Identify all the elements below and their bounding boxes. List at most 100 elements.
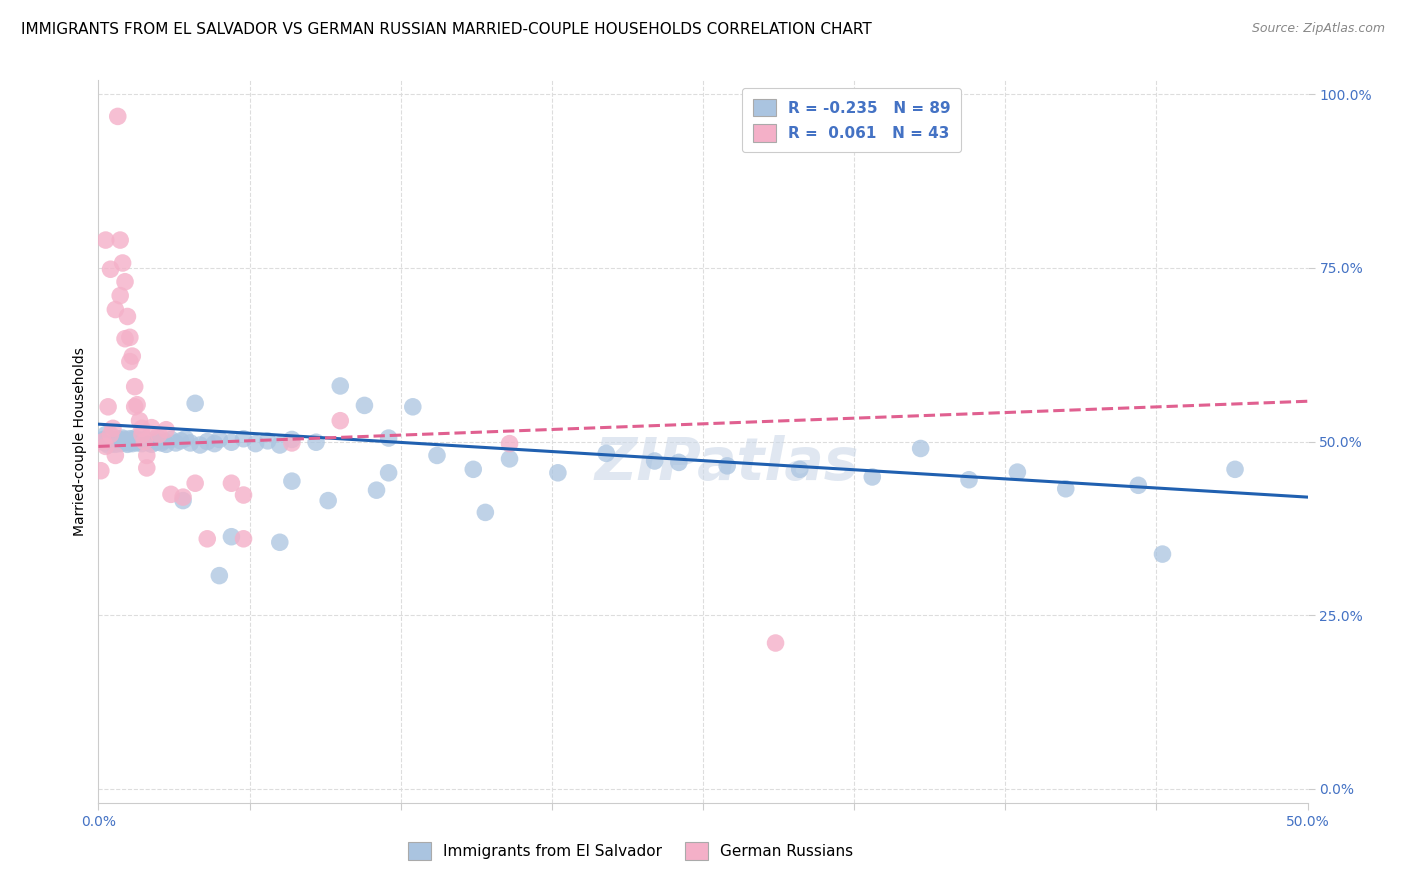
- Point: [184, 396, 207, 410]
- Point: [910, 442, 932, 456]
- Point: [131, 427, 153, 442]
- Point: [377, 431, 399, 445]
- Point: [474, 505, 496, 519]
- Point: [108, 288, 131, 302]
- Point: [108, 436, 131, 450]
- Point: [179, 436, 201, 450]
- Point: [281, 436, 304, 450]
- Point: [124, 379, 146, 393]
- Point: [107, 432, 129, 446]
- Point: [208, 433, 231, 447]
- Point: [143, 433, 166, 447]
- Point: [128, 414, 150, 428]
- Point: [148, 427, 170, 442]
- Point: [104, 434, 127, 448]
- Point: [100, 434, 122, 449]
- Point: [127, 398, 149, 412]
- Point: [1152, 547, 1174, 561]
- Point: [353, 398, 375, 412]
- Point: [138, 436, 160, 450]
- Legend: Immigrants from El Salvador, German Russians: Immigrants from El Salvador, German Russ…: [401, 835, 860, 867]
- Point: [135, 461, 157, 475]
- Point: [134, 434, 156, 449]
- Point: [134, 433, 156, 447]
- Point: [402, 400, 425, 414]
- Point: [232, 432, 254, 446]
- Text: ZIPatlas: ZIPatlas: [595, 434, 859, 491]
- Point: [860, 470, 883, 484]
- Point: [195, 532, 218, 546]
- Point: [463, 462, 485, 476]
- Y-axis label: Married-couple Households: Married-couple Households: [73, 347, 87, 536]
- Point: [165, 436, 187, 450]
- Point: [124, 434, 146, 449]
- Point: [135, 434, 157, 448]
- Point: [281, 433, 304, 447]
- Point: [184, 476, 207, 491]
- Point: [155, 437, 177, 451]
- Point: [329, 379, 352, 393]
- Point: [124, 400, 146, 414]
- Point: [188, 438, 211, 452]
- Point: [232, 488, 254, 502]
- Point: [208, 568, 231, 582]
- Point: [114, 433, 136, 447]
- Point: [765, 636, 787, 650]
- Point: [498, 436, 520, 450]
- Point: [104, 302, 127, 317]
- Point: [90, 434, 112, 449]
- Point: [94, 439, 117, 453]
- Point: [97, 438, 120, 452]
- Point: [245, 436, 267, 450]
- Point: [97, 431, 120, 445]
- Point: [141, 420, 163, 434]
- Point: [104, 449, 127, 463]
- Point: [172, 493, 194, 508]
- Point: [114, 275, 136, 289]
- Point: [100, 262, 122, 277]
- Point: [108, 433, 131, 447]
- Point: [269, 535, 291, 549]
- Point: [377, 466, 399, 480]
- Point: [232, 532, 254, 546]
- Point: [91, 433, 114, 447]
- Point: [118, 436, 141, 450]
- Point: [141, 437, 163, 451]
- Point: [118, 330, 141, 344]
- Point: [160, 487, 183, 501]
- Point: [150, 436, 173, 450]
- Point: [1223, 462, 1246, 476]
- Point: [104, 437, 127, 451]
- Point: [204, 436, 226, 450]
- Point: [124, 431, 146, 445]
- Point: [716, 458, 738, 473]
- Point: [100, 427, 122, 442]
- Point: [114, 436, 136, 450]
- Point: [221, 530, 243, 544]
- Point: [256, 434, 278, 448]
- Point: [107, 109, 129, 123]
- Point: [305, 435, 328, 450]
- Point: [101, 433, 124, 447]
- Point: [91, 434, 114, 449]
- Point: [789, 462, 811, 476]
- Point: [100, 429, 122, 443]
- Point: [281, 474, 304, 488]
- Point: [121, 436, 143, 450]
- Point: [101, 421, 124, 435]
- Point: [101, 436, 124, 450]
- Point: [426, 449, 449, 463]
- Point: [94, 427, 117, 442]
- Point: [172, 490, 194, 504]
- Point: [148, 432, 170, 446]
- Point: [595, 446, 617, 460]
- Point: [94, 436, 117, 450]
- Point: [97, 400, 120, 414]
- Point: [169, 434, 191, 448]
- Point: [316, 493, 339, 508]
- Point: [107, 435, 129, 450]
- Point: [117, 310, 139, 324]
- Point: [1054, 482, 1077, 496]
- Point: [121, 433, 143, 447]
- Point: [160, 433, 183, 447]
